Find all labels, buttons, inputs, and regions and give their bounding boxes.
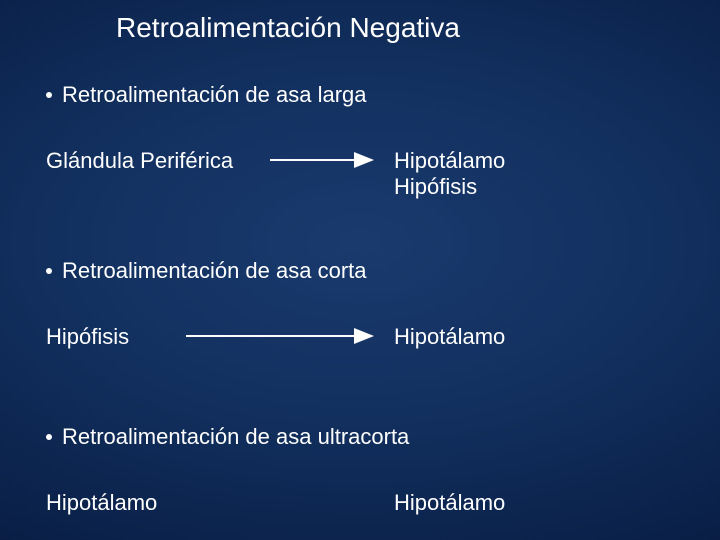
- bullet-item: Retroalimentación de asa corta: [46, 258, 367, 284]
- slide-title: Retroalimentación Negativa: [116, 12, 460, 44]
- bullet-item: Retroalimentación de asa ultracorta: [46, 424, 409, 450]
- slide: Retroalimentación Negativa Retroalimenta…: [0, 0, 720, 540]
- row-right-label: Hipotálamo: [394, 324, 505, 350]
- row-right-label: Hipotálamo: [394, 148, 505, 174]
- row-left-label: Glándula Periférica: [46, 148, 233, 174]
- bullet-text: Retroalimentación de asa ultracorta: [62, 424, 409, 450]
- row-right-label: Hipotálamo: [394, 490, 505, 516]
- row-left-label: Hipófisis: [46, 324, 129, 350]
- row-left-label: Hipotálamo: [46, 490, 157, 516]
- bullet-dot-icon: [46, 268, 52, 274]
- bullet-dot-icon: [46, 92, 52, 98]
- bullet-item: Retroalimentación de asa larga: [46, 82, 367, 108]
- row-right-label: Hipófisis: [394, 174, 477, 200]
- bullet-text: Retroalimentación de asa larga: [62, 82, 367, 108]
- bullet-dot-icon: [46, 434, 52, 440]
- bullet-text: Retroalimentación de asa corta: [62, 258, 367, 284]
